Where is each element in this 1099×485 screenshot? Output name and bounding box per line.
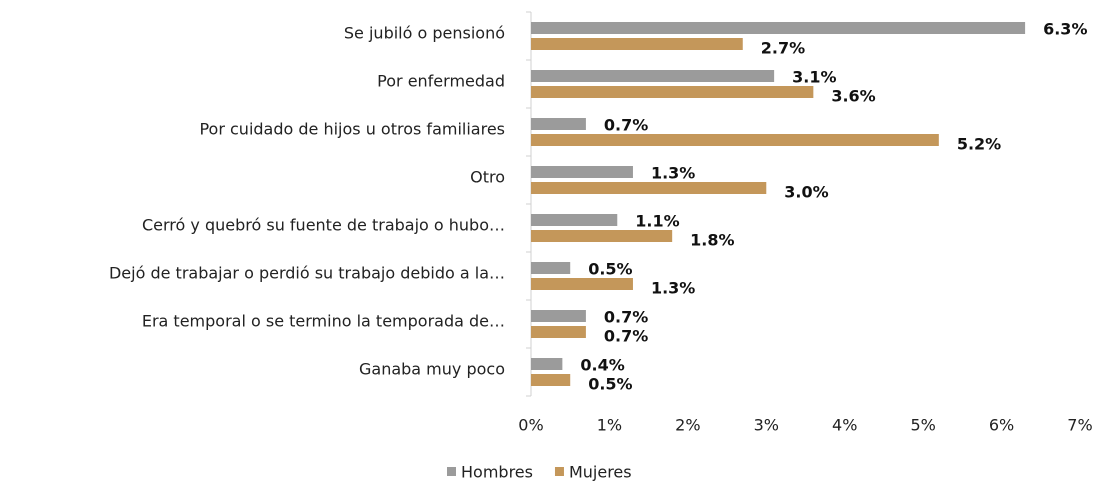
y-tick-label: Otro xyxy=(470,168,505,187)
bar xyxy=(531,22,1026,34)
legend-label: Hombres xyxy=(461,463,533,482)
y-tick-label: Ganaba muy poco xyxy=(359,360,505,379)
value-label: 1.3% xyxy=(651,164,695,183)
value-label: 0.5% xyxy=(588,260,632,279)
x-tick-label: 0% xyxy=(518,416,543,435)
value-label: 3.1% xyxy=(792,68,836,87)
bar xyxy=(531,358,563,370)
x-tick-label: 5% xyxy=(910,416,935,435)
value-label: 2.7% xyxy=(761,39,805,58)
bar xyxy=(531,326,586,338)
bar xyxy=(531,182,767,194)
y-tick-label: Era temporal o se termino la temporada d… xyxy=(142,312,505,331)
y-tick-label: Por cuidado de hijos u otros familiares xyxy=(199,120,505,139)
value-label: 0.7% xyxy=(604,308,648,327)
x-tick-label: 3% xyxy=(754,416,779,435)
value-label: 0.4% xyxy=(580,356,624,375)
bar xyxy=(531,38,743,50)
y-tick-label: Dejó de trabajar o perdió su trabajo deb… xyxy=(109,264,505,283)
value-label: 1.8% xyxy=(690,231,734,250)
x-tick-label: 2% xyxy=(675,416,700,435)
y-tick-label: Se jubiló o pensionó xyxy=(344,24,505,43)
value-label: 1.1% xyxy=(635,212,679,231)
value-label: 3.6% xyxy=(831,87,875,106)
legend-label: Mujeres xyxy=(569,463,632,482)
x-tick-label: 7% xyxy=(1067,416,1092,435)
value-label: 0.7% xyxy=(604,327,648,346)
legend-swatch xyxy=(554,467,564,476)
bar xyxy=(531,230,673,242)
y-tick-label: Por enfermedad xyxy=(377,72,505,91)
bar xyxy=(531,134,939,146)
value-label: 3.0% xyxy=(784,183,828,202)
x-tick-label: 4% xyxy=(832,416,857,435)
bar xyxy=(531,86,814,98)
value-label: 6.3% xyxy=(1043,20,1087,39)
value-label: 0.7% xyxy=(604,116,648,135)
legend-swatch xyxy=(447,467,456,476)
bar xyxy=(531,214,618,226)
bar xyxy=(531,70,775,82)
value-label: 5.2% xyxy=(957,135,1001,154)
bar xyxy=(531,374,571,386)
bar xyxy=(531,118,586,130)
bar xyxy=(531,310,586,322)
bar xyxy=(531,166,633,178)
bar xyxy=(531,262,571,274)
y-tick-label: Cerró y quebró su fuente de trabajo o hu… xyxy=(142,216,505,235)
x-tick-label: 1% xyxy=(597,416,622,435)
value-label: 1.3% xyxy=(651,279,695,298)
value-label: 0.5% xyxy=(588,375,632,394)
bar xyxy=(531,278,633,290)
x-tick-label: 6% xyxy=(989,416,1014,435)
